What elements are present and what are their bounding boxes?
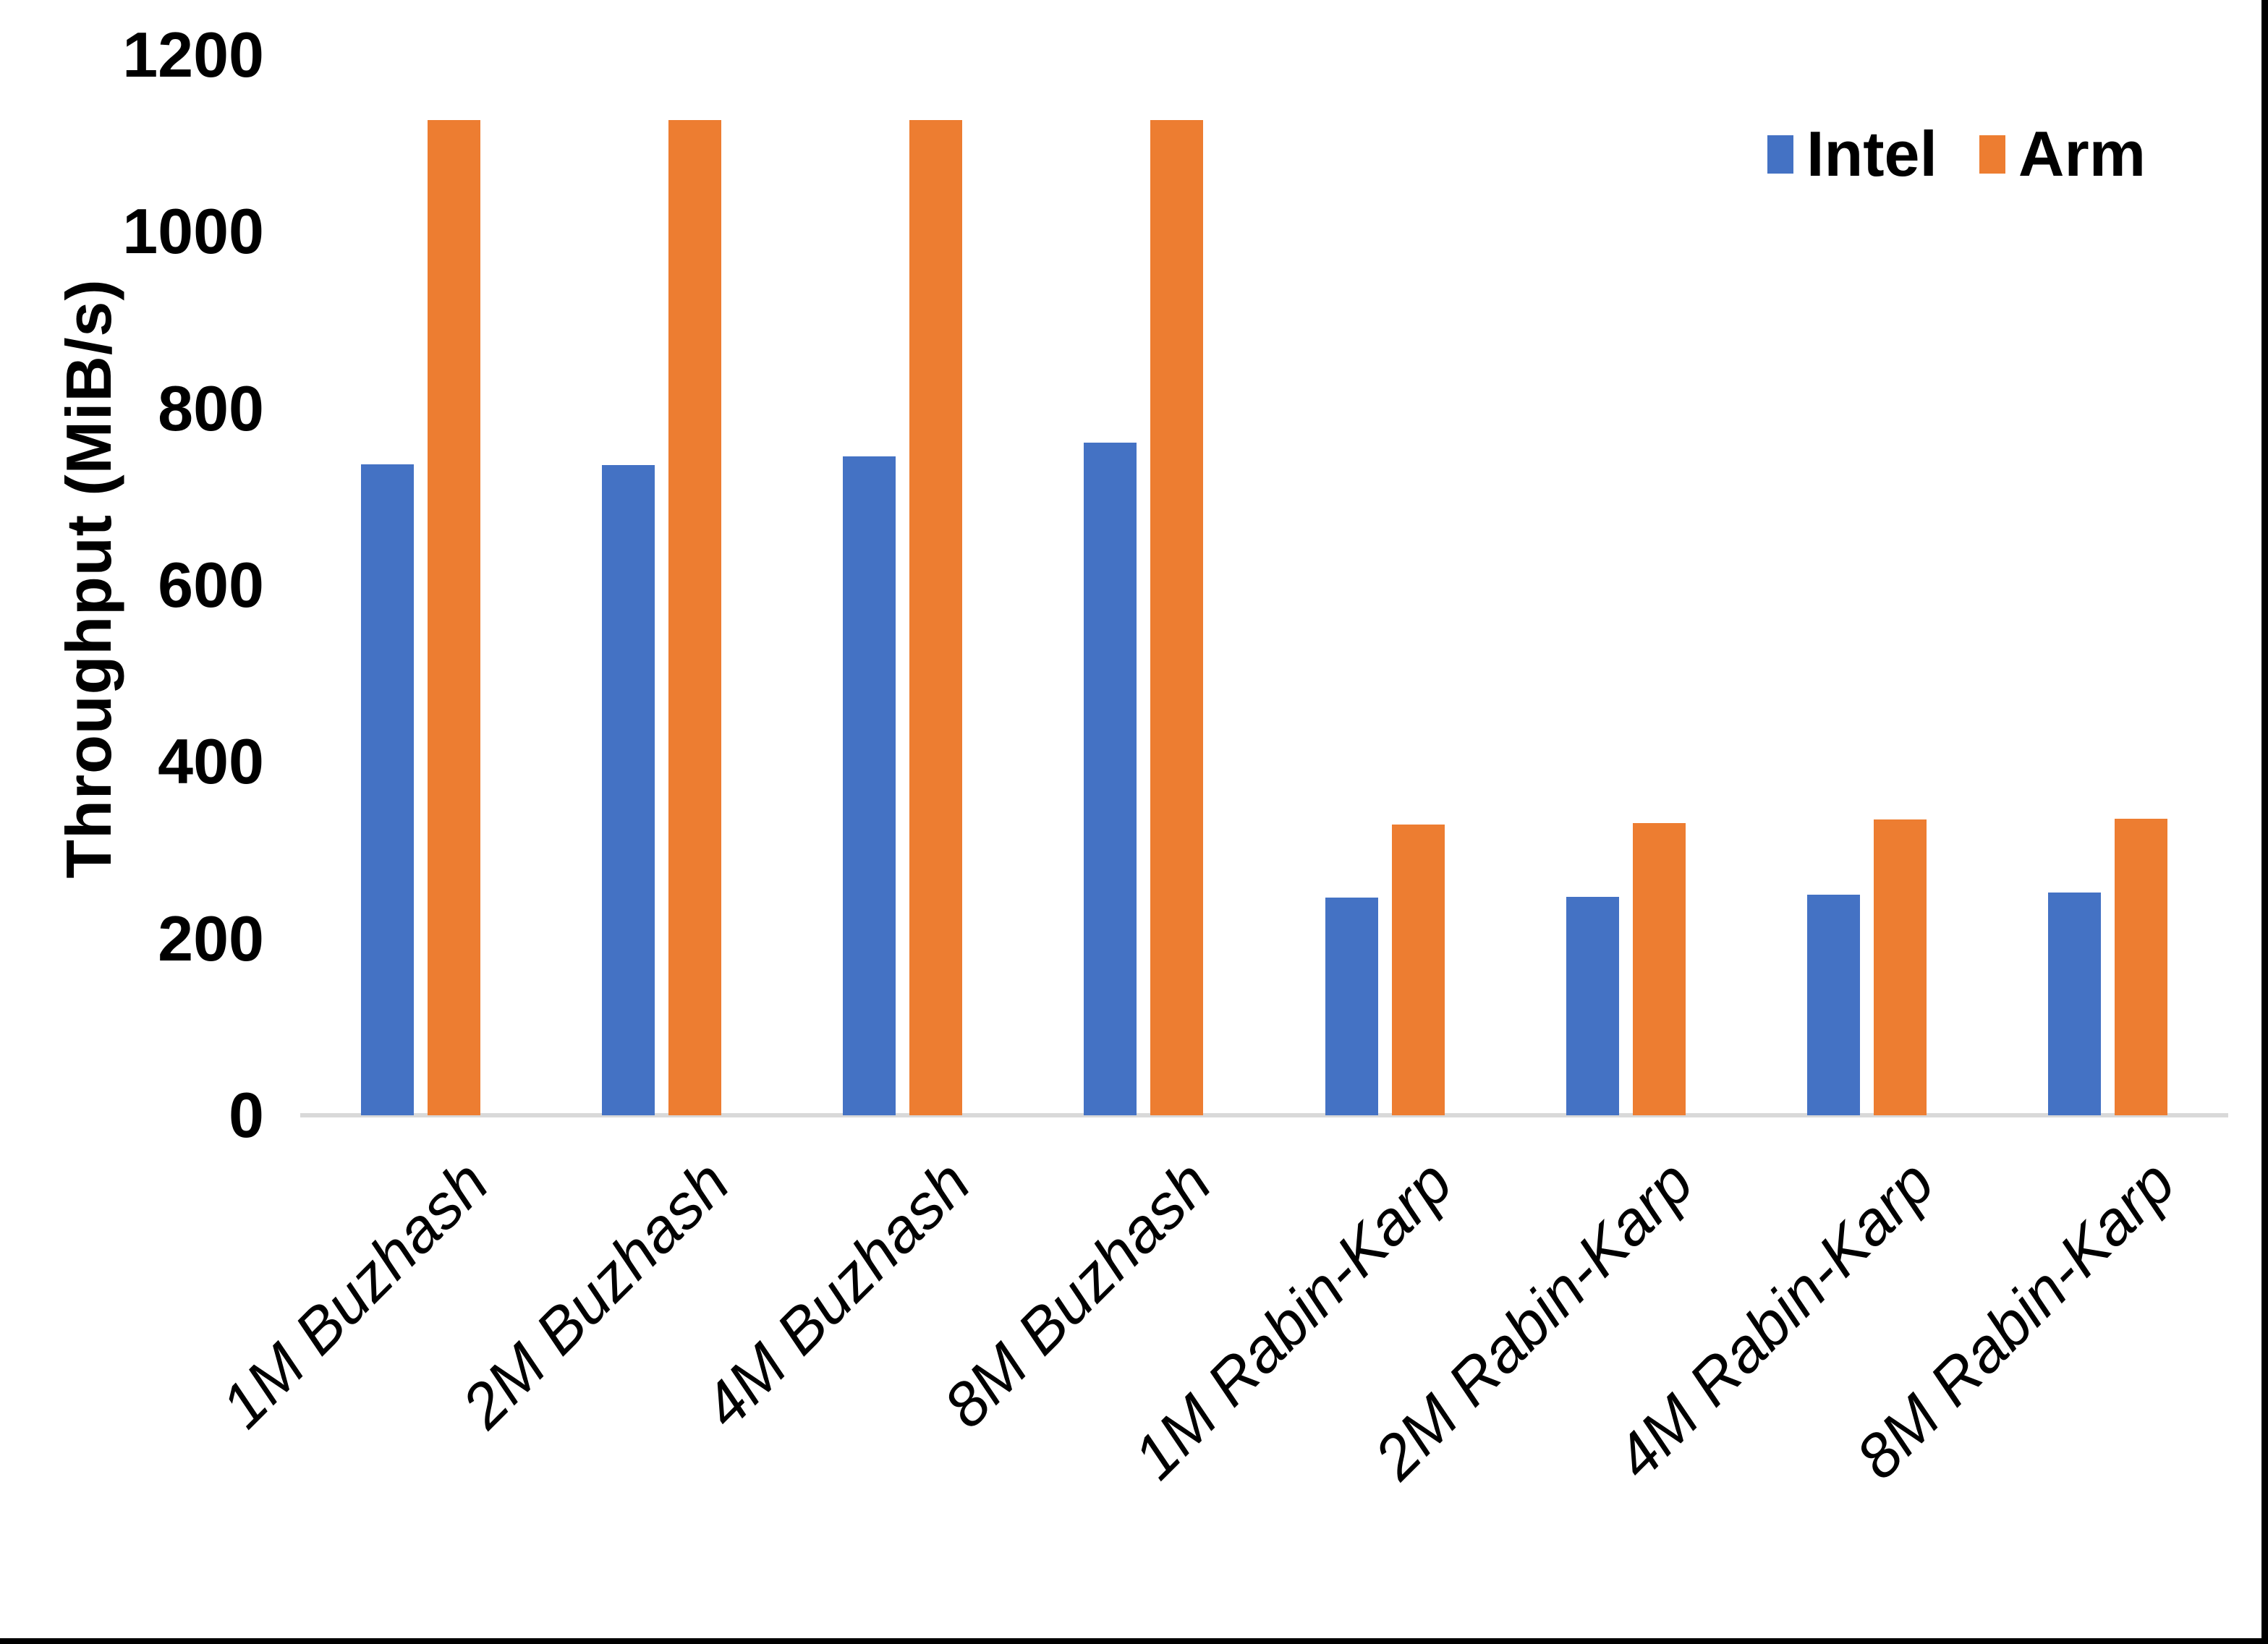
bar-arm-8m-buzhash [1150,120,1203,1115]
y-tick-label-600: 600 [158,549,264,621]
bar-intel-2m-rabin-karp [1566,897,1619,1115]
bar-arm-1m-rabin-karp [1392,825,1445,1115]
bar-intel-8m-buzhash [1084,443,1137,1115]
bottom-border [0,1638,2268,1644]
plot-area [300,55,2228,1117]
y-tick-label-200: 200 [158,902,264,974]
bar-intel-4m-rabin-karp [1807,895,1860,1115]
bar-intel-1m-rabin-karp [1325,898,1378,1115]
legend-label-arm: Arm [2018,118,2146,189]
right-border [2261,0,2268,1644]
bar-arm-4m-buzhash [909,120,962,1115]
y-tick-label-1200: 1200 [122,19,264,90]
y-tick-label-400: 400 [158,725,264,798]
bar-arm-8m-rabin-karp [2115,819,2167,1115]
y-tick-label-800: 800 [158,372,264,444]
y-tick-label-1000: 1000 [122,195,264,268]
legend: Intel Arm [1767,122,2146,187]
legend-swatch-arm [1979,135,2005,174]
bar-intel-8m-rabin-karp [2048,893,2101,1115]
bar-arm-4m-rabin-karp [1874,819,1927,1115]
bar-arm-1m-buzhash [428,120,480,1115]
legend-item-intel: Intel [1767,122,1937,187]
legend-item-arm: Arm [1979,122,2146,187]
bar-intel-2m-buzhash [602,465,655,1115]
bar-intel-4m-buzhash [843,456,896,1115]
bar-arm-2m-rabin-karp [1633,823,1686,1115]
x-tick-label-1m-buzhash: 1M Buzhash [208,1147,502,1441]
y-tick-label-0: 0 [229,1079,264,1151]
legend-swatch-intel [1767,135,1793,174]
x-axis-line [300,1113,2228,1117]
bar-arm-2m-buzhash [668,120,721,1115]
bar-intel-1m-buzhash [361,464,414,1115]
legend-label-intel: Intel [1806,118,1937,189]
